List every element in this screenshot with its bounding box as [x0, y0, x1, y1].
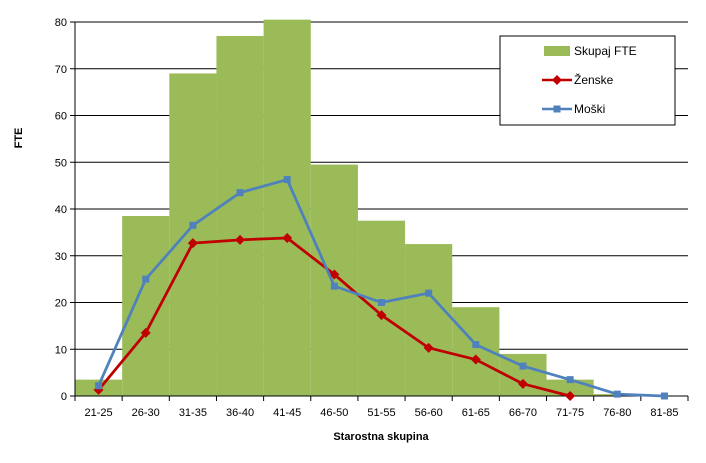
- point-mo-ki-36-40: [236, 189, 244, 197]
- point--enske-41-45: [282, 232, 293, 243]
- point--enske-36-40: [235, 234, 246, 245]
- y-tick-label-40: 40: [55, 204, 67, 216]
- point-mo-ki-71-75: [566, 376, 574, 384]
- x-tick-label-31-35: 31-35: [179, 407, 207, 419]
- x-tick-label-71-75: 71-75: [556, 407, 584, 419]
- bar-36-40: [216, 36, 264, 397]
- y-tick-label-80: 80: [55, 17, 67, 29]
- x-tick-label-26-30: 26-30: [132, 407, 160, 419]
- y-tick-label-70: 70: [55, 64, 67, 76]
- legend-box: [499, 35, 676, 126]
- bars-group: [75, 19, 641, 397]
- point--enske-61-65: [470, 354, 481, 365]
- x-tick-label-21-25: 21-25: [85, 407, 113, 419]
- x-tick-labels: 21-25 26-30 31-35 36-40 41-45 46-50 51-55 56-60…: [85, 407, 679, 419]
- point--enske-31-35: [187, 238, 198, 249]
- point-mo-ki-76-80: [613, 390, 621, 398]
- bar-56-60: [405, 244, 453, 396]
- point-mo-ki-66-70: [519, 362, 527, 370]
- x-tick-label-76-80: 76-80: [603, 407, 631, 419]
- point--enske-66-70: [517, 378, 528, 389]
- x-axis-title: Starostna skupina: [333, 431, 429, 443]
- x-tick-label-51-55: 51-55: [367, 407, 395, 419]
- x-tick-label-61-65: 61-65: [462, 407, 490, 419]
- point-mo-ki-46-50: [330, 282, 338, 290]
- legend-label-1: Ženske: [574, 72, 614, 87]
- bar-26-30: [122, 216, 170, 396]
- y-tick-label-60: 60: [55, 111, 67, 123]
- x-tick-label-66-70: 66-70: [509, 407, 537, 419]
- point-mo-ki-21-25: [95, 382, 103, 390]
- y-tick-label-30: 30: [55, 251, 67, 263]
- point-mo-ki-51-55: [378, 299, 385, 306]
- lines-group: [93, 176, 668, 401]
- y-tick-label-50: 50: [55, 157, 67, 169]
- point-mo-ki-41-45: [283, 176, 291, 184]
- x-tick-label-46-50: 46-50: [320, 407, 348, 419]
- x-tick-label-56-60: 56-60: [415, 407, 443, 419]
- point--enske-26-30: [140, 327, 151, 338]
- y-tick-label-0: 0: [61, 391, 67, 403]
- y-tick-label-10: 10: [55, 344, 67, 356]
- bar-51-55: [357, 220, 406, 396]
- bar-46-50: [310, 164, 358, 396]
- legend-marker-zenske: [552, 75, 562, 85]
- point-mo-ki-26-30: [142, 275, 150, 283]
- legend: Skupaj FTE Ženske Moški: [499, 35, 676, 126]
- legend-label-2: Moški: [574, 102, 605, 116]
- point--enske-56-60: [423, 342, 434, 353]
- point-mo-ki-61-65: [472, 341, 480, 349]
- legend-label-0: Skupaj FTE: [574, 44, 637, 58]
- x-tick-label-81-85: 81-85: [650, 407, 678, 419]
- x-tick-label-36-40: 36-40: [226, 407, 254, 419]
- y-tick-label-20: 20: [55, 298, 67, 310]
- point--enske-51-55: [376, 310, 387, 321]
- point--enske-46-50: [329, 269, 340, 280]
- axes-group: [70, 21, 689, 401]
- legend-swatch-bar: [544, 46, 570, 56]
- y-axis-title: FTE: [13, 128, 25, 149]
- point-mo-ki-81-85: [660, 392, 668, 400]
- point-mo-ki-56-60: [425, 289, 433, 297]
- point--enske-71-75: [565, 391, 576, 401]
- bar-41-45: [263, 19, 311, 396]
- bar-31-35: [169, 73, 217, 397]
- point-mo-ki-31-35: [189, 221, 197, 229]
- x-tick-label-41-45: 41-45: [273, 407, 301, 419]
- legend-marker-moski: [553, 105, 561, 113]
- y-tick-labels: 0 10 20 30 40 50 60 70 80: [55, 17, 67, 403]
